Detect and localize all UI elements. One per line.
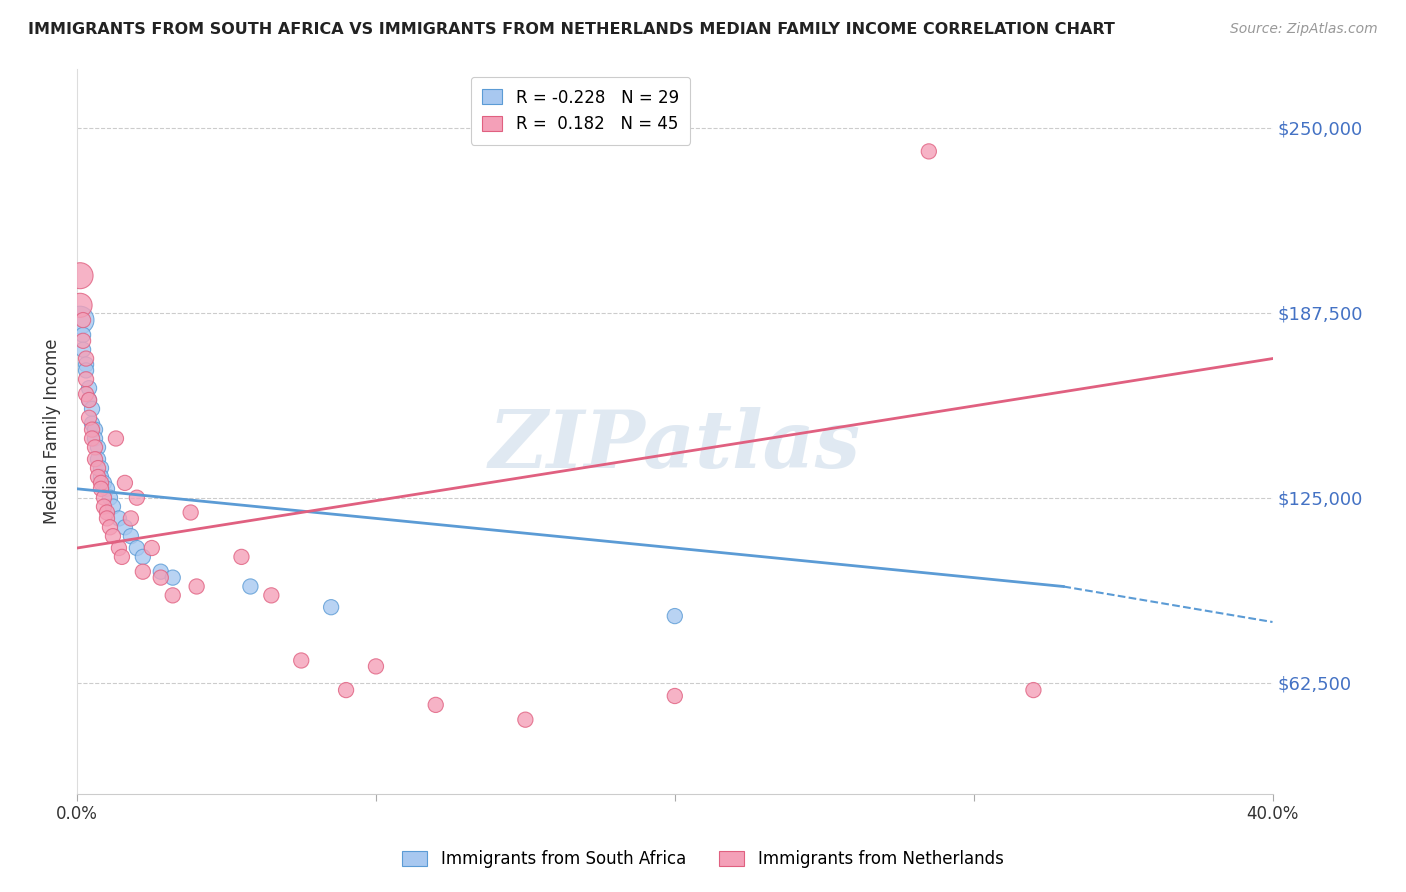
Point [120,511,142,525]
Point [186,579,208,593]
Point [321,600,343,615]
Point [87,452,110,467]
Point [72,327,94,342]
Point [90,475,112,490]
Point [80,417,103,431]
Point [101,529,124,543]
Point [162,588,184,602]
Point [87,441,110,455]
Point [80,432,103,446]
Point [75,358,97,372]
Point [75,372,97,386]
Point [96,482,118,496]
Point [231,549,253,564]
Point [96,511,118,525]
Legend: Immigrants from South Africa, Immigrants from Netherlands: Immigrants from South Africa, Immigrants… [395,844,1011,875]
Point [72,343,94,357]
Point [69,313,91,327]
Point [84,432,107,446]
Point [98,491,121,505]
Point [125,491,148,505]
Point [664,609,686,624]
Point [114,475,136,490]
Point [84,423,107,437]
Point [120,529,142,543]
Point [335,683,357,698]
Point [90,482,112,496]
Point [84,441,107,455]
Point [75,387,97,401]
Point [90,461,112,475]
Point [80,401,103,416]
Point [98,520,121,534]
Point [87,470,110,484]
Point [114,520,136,534]
Point [425,698,447,712]
Point [72,334,94,348]
Point [75,351,97,366]
Point [125,541,148,555]
Point [664,689,686,703]
Text: IMMIGRANTS FROM SOUTH AFRICA VS IMMIGRANTS FROM NETHERLANDS MEDIAN FAMILY INCOME: IMMIGRANTS FROM SOUTH AFRICA VS IMMIGRAN… [28,22,1115,37]
Point [141,541,163,555]
Point [149,571,172,585]
Point [162,571,184,585]
Point [918,145,941,159]
Point [69,298,91,312]
Point [132,565,155,579]
Point [260,588,283,602]
Point [239,579,262,593]
Point [108,511,131,525]
Point [364,659,387,673]
Point [75,363,97,377]
Y-axis label: Median Family Income: Median Family Income [44,338,60,524]
Point [93,475,115,490]
Point [132,549,155,564]
Point [180,506,202,520]
Point [108,541,131,555]
Text: Source: ZipAtlas.com: Source: ZipAtlas.com [1230,22,1378,37]
Point [72,313,94,327]
Point [77,381,100,395]
Point [93,500,115,514]
Point [101,500,124,514]
Point [69,268,91,283]
Point [77,410,100,425]
Point [93,491,115,505]
Point [1022,683,1045,698]
Point [96,506,118,520]
Point [77,392,100,407]
Point [111,549,134,564]
Point [90,470,112,484]
Point [77,392,100,407]
Point [87,461,110,475]
Point [80,423,103,437]
Legend: R = -0.228   N = 29, R =  0.182   N = 45: R = -0.228 N = 29, R = 0.182 N = 45 [471,77,690,145]
Point [149,565,172,579]
Text: ZIPatlas: ZIPatlas [489,407,860,484]
Point [104,432,127,446]
Point [290,653,312,667]
Point [84,452,107,467]
Point [515,713,537,727]
